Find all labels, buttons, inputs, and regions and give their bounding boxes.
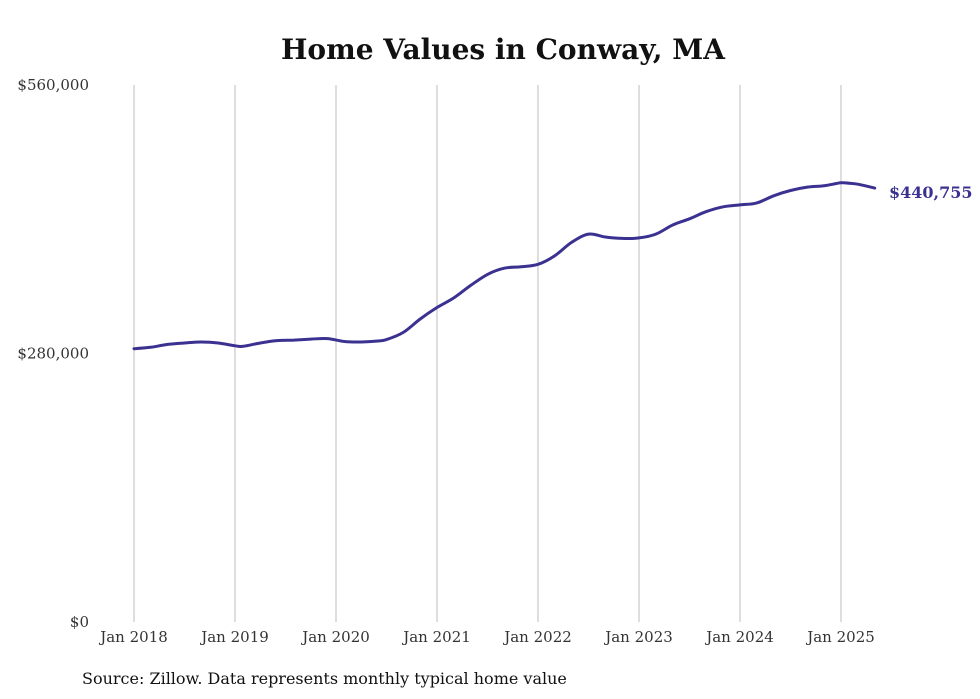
x-tick-label: Jan 2020 — [300, 628, 370, 646]
x-tick-label: Jan 2021 — [401, 628, 471, 646]
x-axis-ticks: Jan 2018 Jan 2019 Jan 2020 Jan 2021 Jan 2022… — [98, 628, 875, 646]
y-tick-label: $560,000 — [17, 76, 89, 94]
source-note: Source: Zillow. Data represents monthly … — [82, 669, 567, 688]
home-value-line — [132, 181, 877, 351]
chart-title: Home Values in Conway, MA — [281, 33, 726, 66]
x-tick-label: Jan 2022 — [502, 628, 572, 646]
x-tick-label: Jan 2019 — [199, 628, 269, 646]
x-tick-label: Jan 2024 — [704, 628, 774, 646]
x-tick-label: Jan 2023 — [603, 628, 673, 646]
gridlines — [133, 85, 842, 622]
y-axis-ticks: $0 $280,000 $560,000 — [17, 76, 89, 631]
y-tick-label: $280,000 — [17, 345, 89, 363]
x-tick-label: Jan 2018 — [98, 628, 168, 646]
x-tick-label: Jan 2025 — [805, 628, 875, 646]
y-tick-label: $0 — [70, 613, 89, 631]
latest-value-label: $440,755 — [889, 183, 973, 202]
